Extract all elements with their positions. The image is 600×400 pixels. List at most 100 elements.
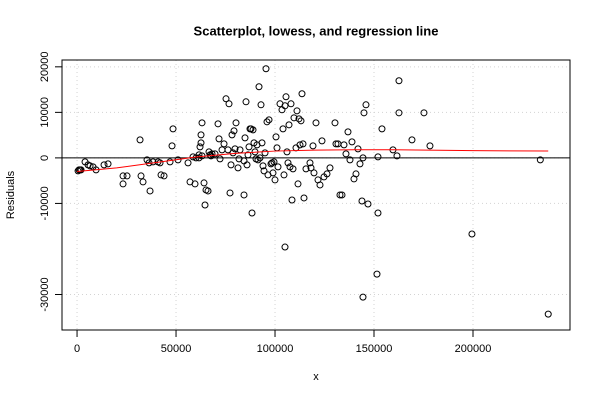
point	[254, 156, 262, 164]
point	[336, 191, 344, 199]
point	[215, 135, 223, 143]
point	[318, 137, 326, 145]
point	[468, 230, 476, 238]
point	[261, 149, 269, 157]
point	[374, 153, 382, 161]
point	[295, 115, 303, 123]
point	[393, 152, 401, 160]
point	[374, 209, 382, 217]
point	[146, 187, 154, 195]
point	[359, 293, 367, 301]
point	[220, 140, 228, 148]
point	[289, 165, 297, 173]
point	[310, 169, 318, 177]
point	[293, 107, 301, 115]
point	[362, 101, 370, 109]
point	[364, 200, 372, 208]
point	[198, 119, 206, 127]
point	[297, 117, 305, 125]
point	[208, 150, 216, 158]
point	[211, 150, 219, 158]
point	[395, 109, 403, 117]
point	[359, 154, 367, 162]
point	[214, 120, 222, 128]
point	[225, 100, 233, 108]
y-tick-label: 0	[39, 155, 51, 161]
x-tick-label: 0	[74, 343, 80, 355]
point	[352, 170, 360, 178]
point	[287, 100, 295, 108]
point	[243, 161, 251, 169]
point	[340, 141, 348, 149]
y-tick-label: 10000	[39, 97, 51, 128]
point	[378, 125, 386, 133]
point	[290, 114, 298, 122]
point	[342, 150, 350, 158]
point	[119, 180, 127, 188]
chart-title: Scatterplot, lowess, and regression line	[194, 23, 439, 38]
point	[373, 270, 381, 278]
point	[395, 77, 403, 85]
point	[201, 201, 209, 209]
point	[300, 194, 308, 202]
point	[296, 141, 304, 149]
point	[216, 155, 224, 163]
y-tick-label: 20000	[39, 52, 51, 83]
point	[309, 142, 317, 150]
point	[137, 172, 145, 180]
point	[408, 136, 416, 144]
x-axis-label: x	[313, 371, 319, 383]
point	[136, 136, 144, 144]
point	[338, 191, 346, 199]
point	[242, 98, 250, 106]
point	[299, 140, 307, 148]
point	[302, 165, 310, 173]
point	[270, 158, 278, 166]
point	[271, 176, 279, 184]
point	[260, 167, 268, 175]
point	[224, 146, 232, 154]
point	[197, 131, 205, 139]
point	[306, 159, 314, 167]
point	[285, 121, 293, 129]
point	[323, 170, 331, 178]
point	[156, 159, 164, 167]
point	[230, 127, 238, 135]
point	[294, 180, 302, 188]
point	[358, 197, 366, 205]
point	[231, 145, 239, 153]
point	[258, 139, 266, 147]
x-tick-label: 50000	[161, 343, 192, 355]
point	[283, 148, 291, 156]
point	[227, 161, 235, 169]
point	[104, 160, 112, 168]
point	[197, 139, 205, 147]
point	[279, 125, 287, 133]
point	[204, 187, 212, 195]
point	[262, 65, 270, 73]
point	[326, 164, 334, 172]
lowess-line	[77, 149, 549, 173]
y-tick-label: -30000	[39, 277, 51, 311]
point	[288, 196, 296, 204]
point	[232, 119, 240, 127]
point	[316, 181, 324, 189]
point	[346, 156, 354, 164]
point	[274, 163, 282, 171]
point	[281, 102, 289, 110]
point	[248, 209, 256, 217]
point	[228, 131, 236, 139]
point	[160, 172, 168, 180]
point	[263, 118, 271, 126]
point	[77, 166, 85, 174]
point	[157, 171, 165, 179]
point	[281, 243, 289, 251]
point	[249, 126, 257, 134]
point	[348, 138, 356, 146]
point	[259, 162, 267, 170]
point	[269, 169, 277, 177]
point	[196, 143, 204, 151]
point	[200, 179, 208, 187]
